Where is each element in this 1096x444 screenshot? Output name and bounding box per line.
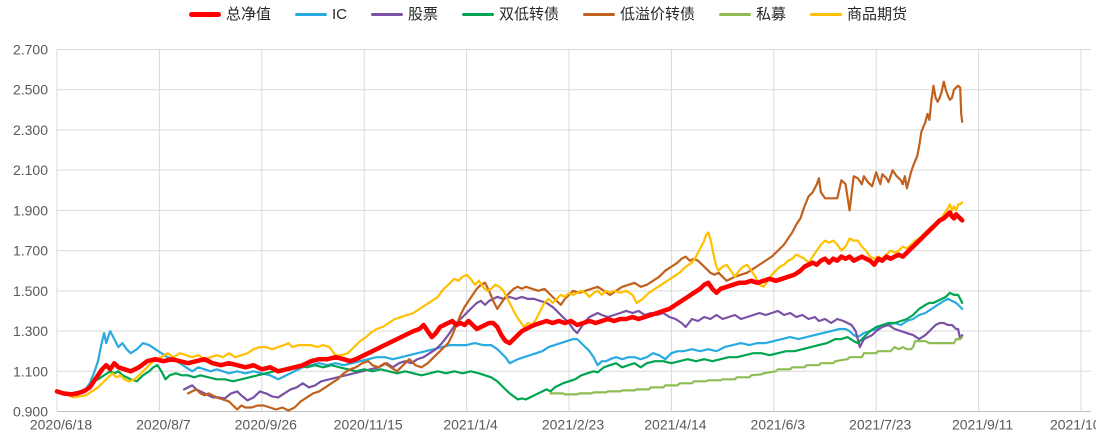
- x-axis-tick-label: 2021/1/4: [443, 417, 498, 433]
- legend-swatch-private-fund-icon: [719, 13, 752, 16]
- legend-swatch-commodity-futures-icon: [810, 13, 843, 16]
- y-axis-tick-label: 0.900: [13, 404, 48, 420]
- legend-swatch-total-nav-icon: [188, 12, 221, 17]
- legend-item-private-fund[interactable]: 私募: [719, 7, 786, 22]
- legend-label-private-fund: 私募: [756, 6, 787, 23]
- y-axis-tick-label: 2.500: [13, 82, 48, 98]
- x-axis-tick-label: 2021/6/3: [751, 417, 806, 433]
- y-axis-tick-label: 1.700: [13, 243, 48, 259]
- legend-item-stocks[interactable]: 股票: [370, 6, 438, 23]
- x-axis-tick-label: 2021/4/14: [644, 417, 706, 433]
- y-axis-tick-label: 1.500: [13, 283, 48, 299]
- legend-label-ic: IC: [331, 6, 347, 23]
- legend-item-commodity-futures[interactable]: 商品期货: [810, 7, 907, 22]
- series-line-double-low-cb: [55, 291, 964, 401]
- series-line-ic: [55, 297, 964, 395]
- legend-label-commodity-futures: 商品期货: [847, 6, 908, 23]
- legend-swatch-ic-icon: [294, 13, 327, 16]
- series-line-total-nav: [54, 210, 965, 397]
- y-axis-tick-label: 1.100: [13, 363, 48, 379]
- legend-label-double-low-cb: 双低转债: [498, 6, 559, 23]
- legend-item-total-nav[interactable]: 总净值: [188, 6, 271, 23]
- legend-label-stocks: 股票: [407, 6, 438, 23]
- x-axis-tick-label: 2021/2/23: [542, 417, 604, 433]
- legend-label-low-premium-cb: 低溢价转债: [620, 6, 696, 23]
- y-axis-tick-label: 2.700: [13, 42, 48, 58]
- series-line-private-fund: [549, 336, 964, 396]
- chart-legend: 总净值 IC 股票 双低转债 低溢价转债 私募 商品期货: [0, 7, 1096, 22]
- legend-item-ic[interactable]: IC: [294, 6, 347, 23]
- legend-item-low-premium-cb[interactable]: 低溢价转债: [583, 7, 695, 22]
- y-axis-tick-label: 2.300: [13, 122, 48, 138]
- x-axis-tick-label: 2021/10/31: [1050, 417, 1096, 433]
- series-line-low-premium-cb: [187, 80, 964, 412]
- series-line-stocks: [182, 295, 964, 402]
- x-axis-tick-label: 2020/6/18: [30, 417, 92, 433]
- legend-swatch-low-premium-cb-icon: [583, 13, 615, 16]
- x-axis-tick-label: 2021/7/23: [849, 417, 911, 433]
- legend-label-total-nav: 总净值: [225, 6, 271, 23]
- x-axis-tick-label: 2020/9/26: [235, 417, 297, 433]
- x-axis-tick-label: 2021/9/11: [952, 417, 1013, 433]
- legend-swatch-stocks-icon: [370, 13, 403, 16]
- x-axis-tick-label: 2020/8/7: [136, 417, 191, 433]
- legend-item-double-low-cb[interactable]: 双低转债: [461, 6, 559, 23]
- y-axis-tick-label: 2.100: [13, 162, 48, 178]
- y-axis-tick-label: 1.300: [13, 323, 48, 339]
- series-line-commodity-futures: [55, 201, 964, 399]
- x-axis-tick-label: 2020/11/15: [334, 417, 403, 433]
- legend-swatch-double-low-cb-icon: [461, 13, 494, 16]
- y-axis-tick-label: 1.900: [13, 202, 48, 218]
